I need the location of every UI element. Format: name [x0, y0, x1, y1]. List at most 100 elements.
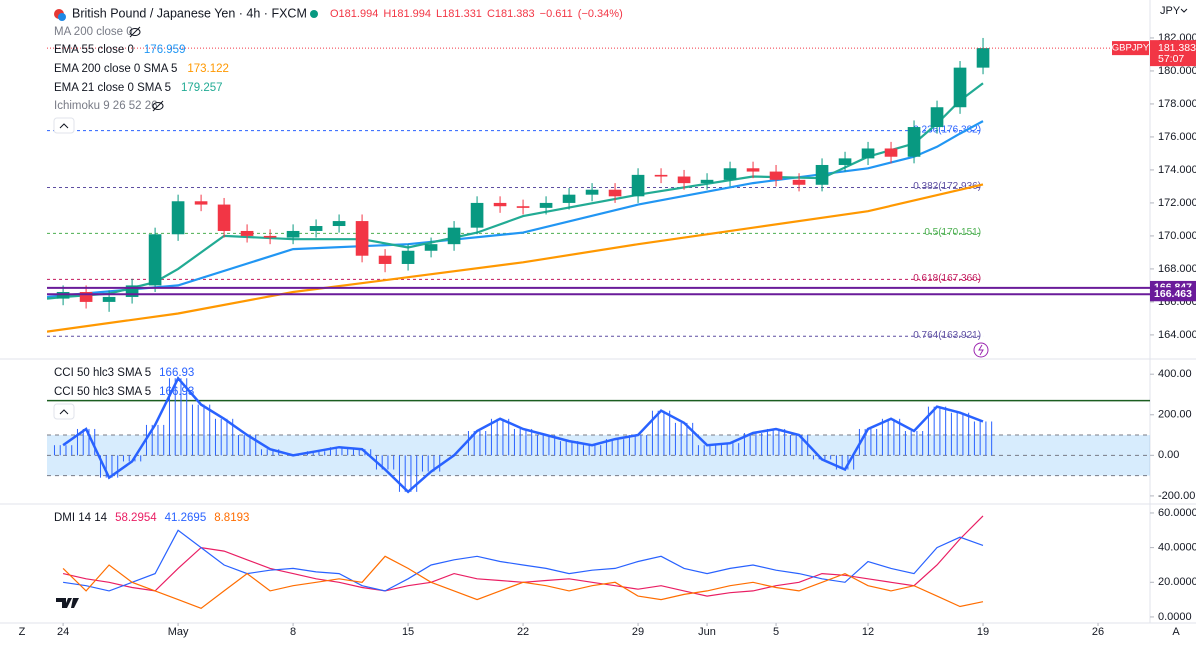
candle-body — [562, 194, 576, 203]
x-tick-label: 29 — [632, 626, 644, 638]
symbol-tag-label: GBPJPY — [1112, 43, 1150, 54]
candle-body — [815, 164, 829, 185]
candle-body — [838, 158, 852, 165]
y-tick-label: 200.00 — [1158, 409, 1192, 421]
indicator-value: 41.2695 — [165, 512, 207, 524]
bar-countdown: 57:07 — [1158, 53, 1184, 65]
dmi-line — [62, 555, 984, 609]
x-tick-label: May — [168, 626, 189, 638]
candle-body — [401, 250, 415, 264]
ohlc-value: −0.611 — [540, 8, 573, 20]
x-tick-label: 5 — [773, 626, 779, 638]
x-tick-label: 15 — [402, 626, 414, 638]
candle-body — [631, 174, 645, 197]
y-tick-label: 164.000 — [1158, 329, 1196, 341]
indicator-legend[interactable]: Ichimoku 9 26 52 26 — [54, 100, 158, 112]
candle-body — [953, 67, 967, 108]
candle-body — [746, 168, 760, 172]
y-tick-label: 174.000 — [1158, 164, 1196, 176]
y-tick-label: 168.000 — [1158, 263, 1196, 275]
y-tick-label: 60.0000 — [1158, 507, 1196, 519]
collapse-button[interactable] — [53, 403, 75, 420]
ohlc-values: O181.994 H181.994 L181.331 C181.383 −0.611 (−… — [330, 8, 623, 20]
candle-body — [861, 148, 875, 159]
last-price: 181.383 — [1158, 42, 1196, 54]
x-tick-label: 19 — [977, 626, 989, 638]
ohlc-value: L181.331 — [436, 8, 482, 20]
last-price-tag — [1150, 40, 1196, 67]
candle-body — [493, 202, 507, 207]
candle-body — [217, 204, 231, 231]
cci-line — [62, 376, 984, 494]
candle-body — [194, 201, 208, 205]
dropdown-icon — [1180, 8, 1188, 13]
symbol-logo — [58, 13, 66, 21]
candle-body — [309, 226, 323, 231]
market-status[interactable] — [310, 10, 318, 18]
x-tick-label: 26 — [1092, 626, 1104, 638]
fib-label: 0.764(163.921) — [913, 330, 981, 341]
indicator-value: 173.122 — [187, 63, 229, 75]
dmi-pane — [62, 515, 984, 609]
candle-body — [930, 107, 944, 128]
candle-body — [102, 296, 116, 302]
y-tick-label: 0.0000 — [1158, 611, 1192, 623]
fib-label: 0.5(170.151) — [924, 227, 981, 238]
indicator-legend: CCI 50 hlc3 SMA 5 — [54, 367, 151, 379]
candle-body — [447, 227, 461, 245]
indicator-value: 166.93 — [159, 367, 194, 379]
x-tick-label: 12 — [862, 626, 874, 638]
candle-body — [654, 174, 668, 177]
indicator-legend[interactable]: MA 200 close 0 — [54, 26, 133, 38]
ohlc-value: C181.383 — [487, 8, 535, 20]
candle-body — [792, 179, 806, 185]
candle-body — [240, 230, 254, 236]
candle-body — [56, 292, 70, 299]
candle-body — [884, 148, 898, 157]
price-pane: 0.236(176.382) 0.382(172.936) 0.5(170.151)… — [47, 37, 1150, 341]
y-tick-label: 176.000 — [1158, 131, 1196, 143]
y-tick-label: 172.000 — [1158, 197, 1196, 209]
x-tick-label: Jun — [698, 626, 716, 638]
candle-body — [148, 234, 162, 286]
y-tick-label: 178.000 — [1158, 98, 1196, 110]
alert-icon[interactable] — [973, 342, 989, 358]
candle-body — [723, 168, 737, 180]
candle-body — [976, 48, 990, 68]
indicator-legend: DMI 14 14 — [54, 512, 108, 524]
currency[interactable]: JPY — [1160, 5, 1181, 17]
indicator-value: 58.2954 — [115, 512, 157, 524]
ohlc-value: H181.994 — [383, 8, 431, 20]
candle-body — [263, 235, 277, 238]
fib-label: 0.236(176.382) — [913, 124, 981, 135]
indicator-legend: CCI 50 hlc3 SMA 5 — [54, 386, 151, 398]
ema-line — [47, 183, 984, 333]
fib-label: 0.382(172.936) — [913, 181, 981, 192]
candle-body — [700, 179, 714, 184]
collapse-button[interactable] — [53, 117, 75, 134]
cci-band — [47, 435, 1150, 476]
candle-body — [470, 202, 484, 228]
candle-body — [608, 189, 622, 197]
eye-icon[interactable] — [129, 26, 141, 38]
candle-body — [769, 171, 783, 180]
x-tick-label: 24 — [57, 626, 69, 638]
price-tag-label: 166.463 — [1154, 288, 1192, 300]
candle-body — [332, 221, 346, 227]
indicator-legend[interactable]: EMA 55 close 0 — [54, 44, 134, 56]
indicator-value: 176.959 — [144, 44, 186, 56]
y-tick-label: 0.00 — [1158, 449, 1179, 461]
indicator-legend[interactable]: EMA 21 close 0 SMA 5 — [54, 82, 171, 94]
button[interactable]: Z — [19, 626, 26, 638]
candle-body — [677, 176, 691, 184]
candle-body — [79, 292, 93, 302]
eye-icon[interactable] — [152, 100, 164, 112]
indicator-legend[interactable]: EMA 200 close 0 SMA 5 — [54, 63, 177, 75]
candle-body — [125, 285, 139, 297]
button[interactable]: A — [1172, 626, 1180, 638]
indicator-value: 8.8193 — [214, 512, 249, 524]
tradingview-logo[interactable] — [56, 598, 79, 608]
x-tick-label: 8 — [290, 626, 296, 638]
